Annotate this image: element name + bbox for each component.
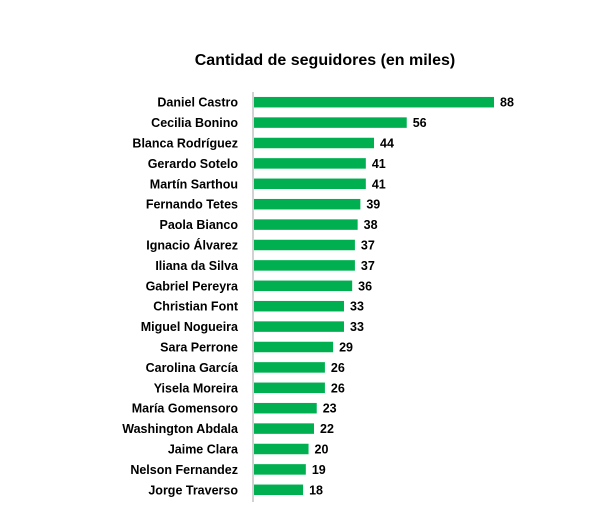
category-label: Jaime Clara [168, 443, 239, 457]
value-label: 88 [500, 96, 514, 110]
category-label: Christian Font [153, 300, 239, 314]
bar [254, 341, 334, 353]
bar [254, 178, 366, 190]
category-label: Cecilia Bonino [151, 116, 238, 130]
category-label: Gerardo Sotelo [148, 157, 239, 171]
category-label: Daniel Castro [157, 96, 238, 110]
value-label: 18 [309, 483, 323, 497]
bar [254, 219, 358, 230]
category-label: Jorge Traverso [148, 483, 238, 497]
bar [254, 239, 355, 251]
value-labels-group: 88 56 44 41 41 39 38 37 37 36 33 33 29 26 26 23 22 20 19 18 [309, 96, 514, 498]
category-label: Ignacio Álvarez [146, 238, 238, 253]
bar [254, 96, 494, 108]
category-label: Washington Abdala [122, 422, 239, 436]
bar [254, 484, 304, 496]
bar [254, 321, 344, 332]
category-label: Gabriel Pereyra [146, 279, 239, 293]
value-label: 36 [358, 279, 372, 293]
bar [254, 158, 366, 169]
value-label: 39 [366, 198, 380, 212]
bar [254, 382, 325, 394]
value-label: 37 [361, 239, 375, 253]
chart-title: Cantidad de seguidores (en miles) [195, 52, 456, 69]
category-label: Carolina García [146, 361, 239, 375]
value-label: 29 [339, 341, 353, 355]
bar [254, 117, 407, 128]
value-label: 56 [413, 116, 427, 130]
bar [254, 198, 361, 210]
bar [254, 402, 317, 414]
category-label: Sara Perrone [160, 341, 238, 355]
category-label: Iliana da Silva [155, 259, 239, 273]
bar [254, 464, 306, 475]
bar [254, 362, 325, 373]
value-label: 19 [312, 463, 326, 477]
category-label: Fernando Tetes [146, 198, 238, 212]
value-label: 26 [331, 381, 345, 395]
value-label: 33 [350, 320, 364, 334]
value-label: 26 [331, 361, 345, 375]
category-labels-group: Daniel Castro Cecilia Bonino Blanca Rodríg… [122, 96, 239, 498]
bar [254, 260, 355, 271]
bar [254, 423, 314, 434]
bar [254, 443, 309, 455]
value-label: 38 [364, 218, 378, 232]
value-label: 22 [320, 422, 334, 436]
category-label: Miguel Nogueira [141, 320, 239, 334]
category-label: Blanca Rodríguez [132, 137, 238, 151]
bar [254, 137, 374, 149]
category-label: Yisela Moreira [154, 381, 239, 395]
category-label: Paola Bianco [160, 218, 239, 232]
value-label: 41 [372, 177, 386, 191]
category-label: Nelson Fernandez [130, 463, 238, 477]
value-label: 37 [361, 259, 375, 273]
value-label: 44 [380, 137, 394, 151]
bar [254, 280, 353, 292]
value-label: 33 [350, 300, 364, 314]
bar [254, 300, 344, 312]
bars-group [254, 96, 494, 496]
value-label: 20 [315, 443, 329, 457]
category-label: Martín Sarthou [150, 177, 238, 191]
value-label: 41 [372, 157, 386, 171]
category-label: María Gomensoro [132, 402, 239, 416]
value-label: 23 [323, 402, 337, 416]
